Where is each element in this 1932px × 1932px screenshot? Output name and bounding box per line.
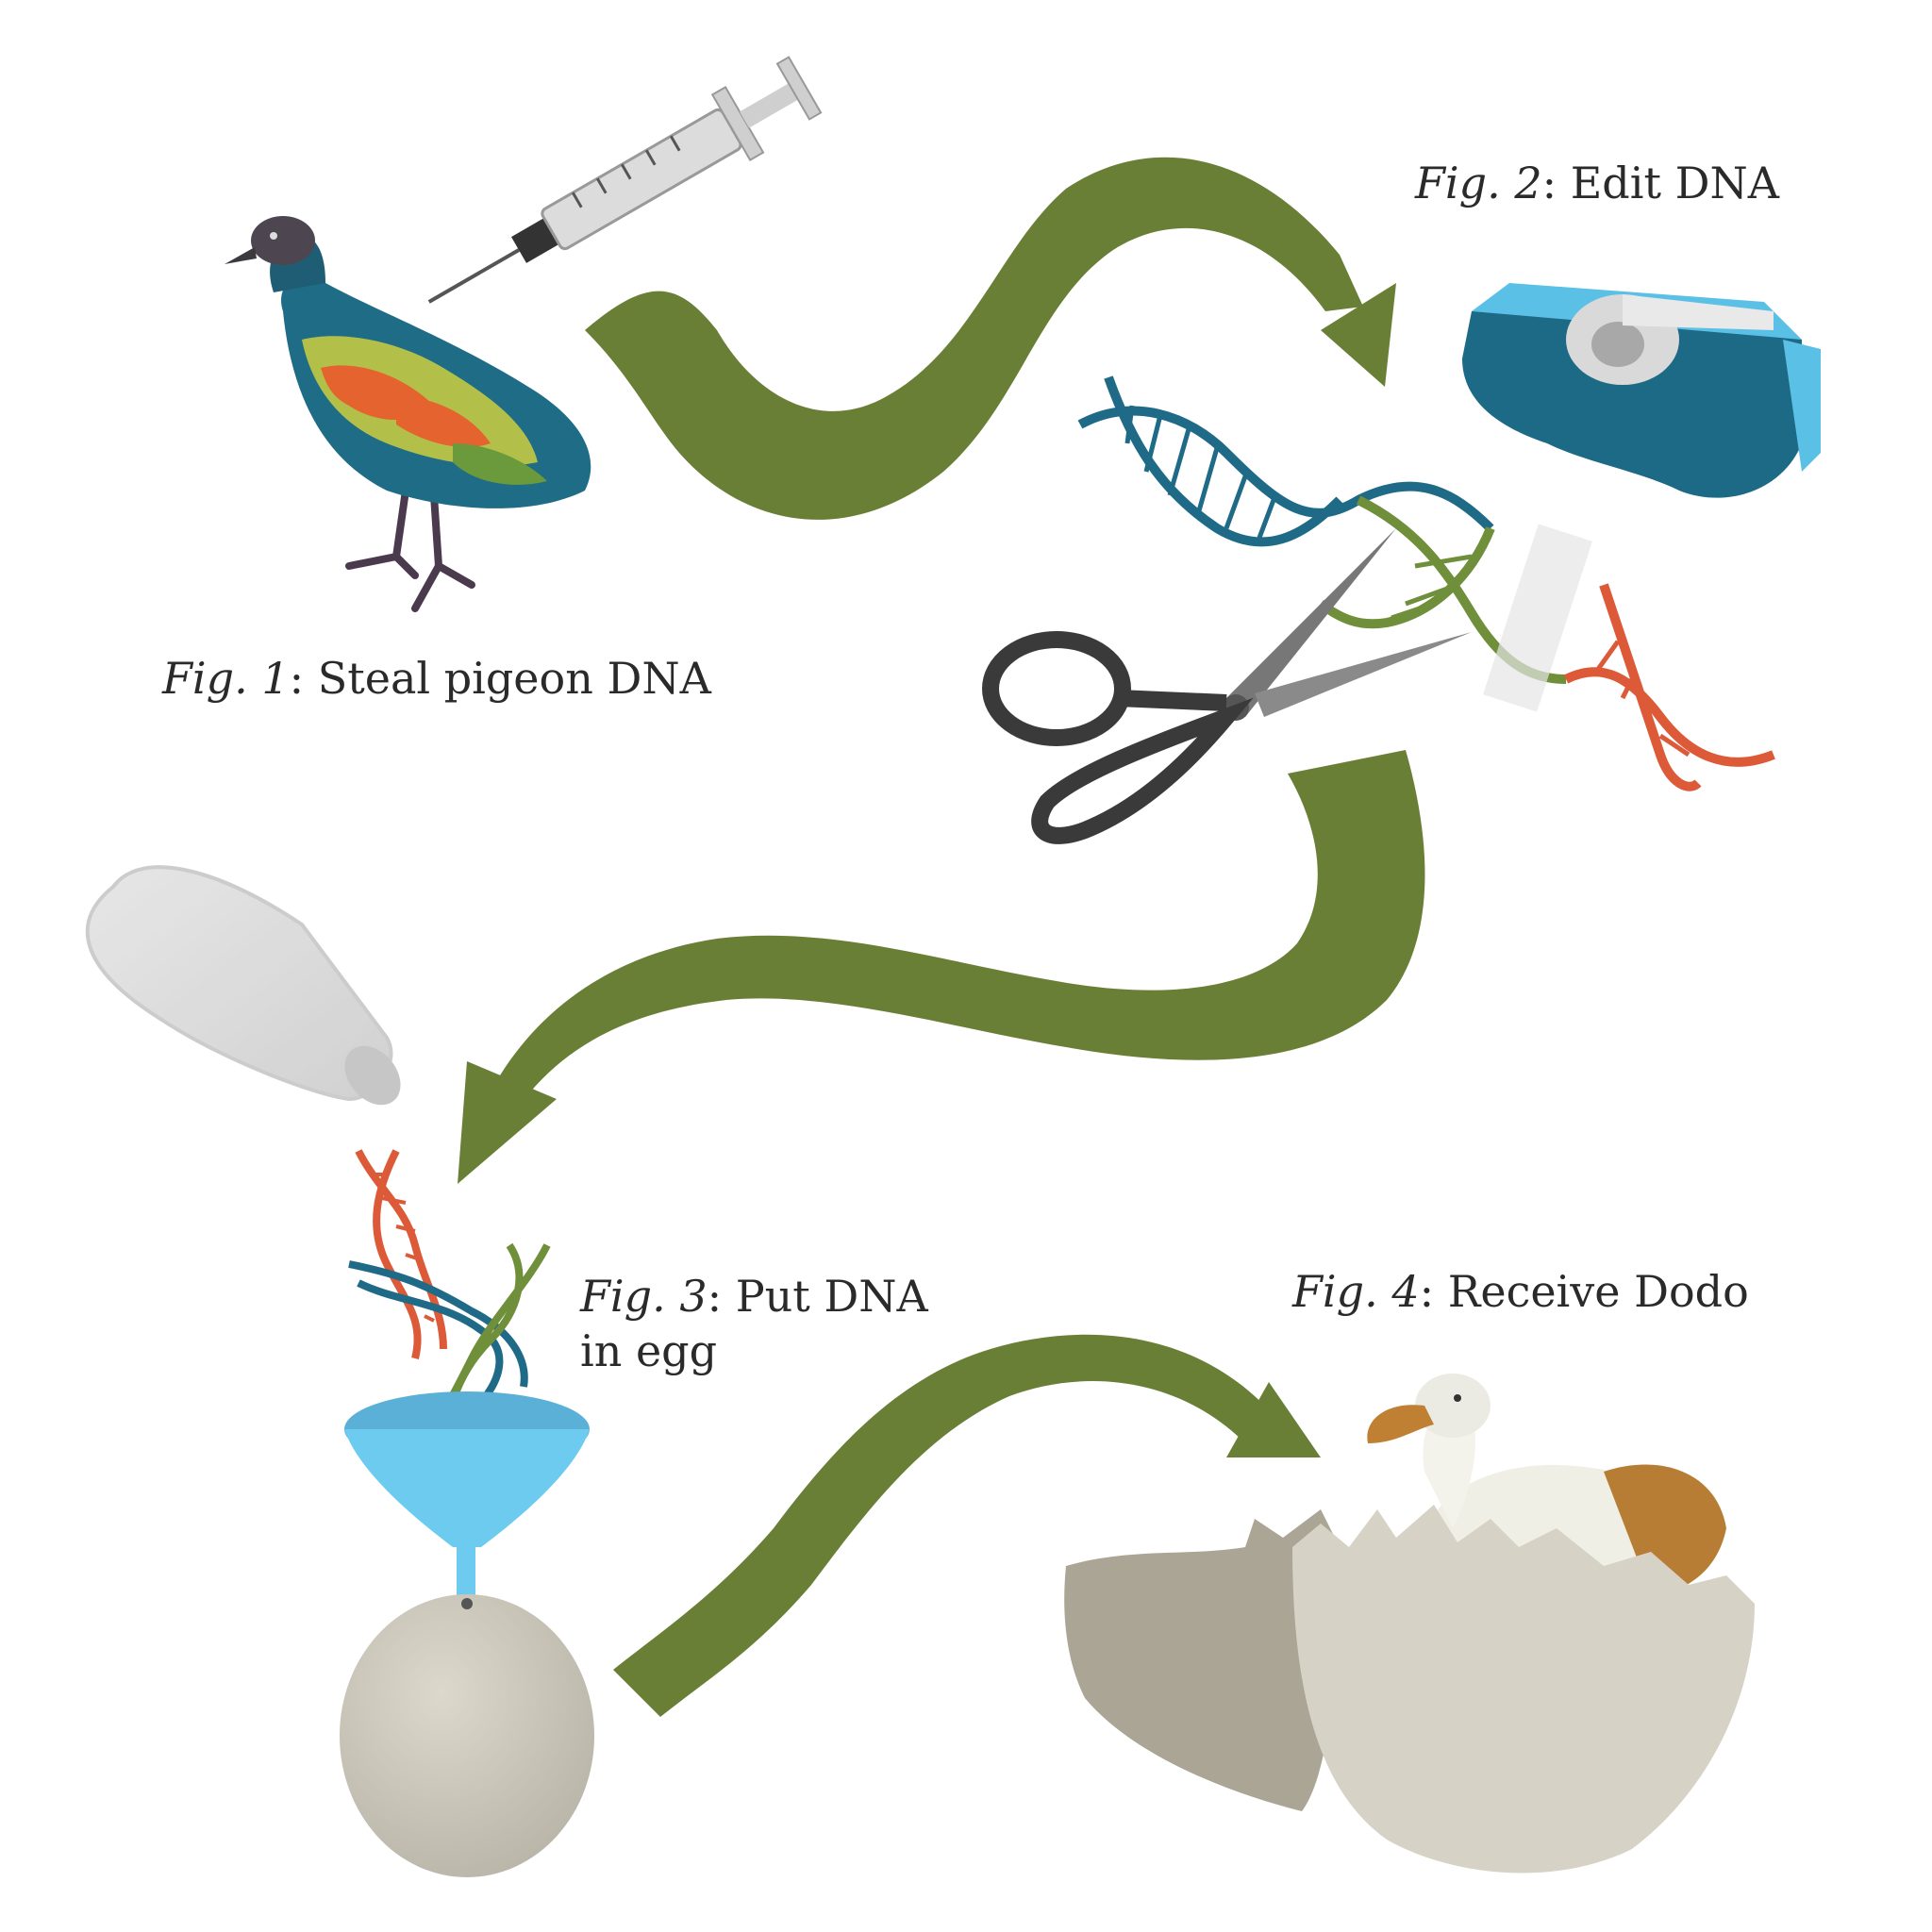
dna-double-helix-icon bbox=[1077, 375, 1775, 791]
fig-1-label: Fig. 1 bbox=[162, 653, 290, 704]
fig-3-text: Put DNA in egg bbox=[580, 1271, 928, 1376]
pigeon-illustration bbox=[225, 216, 591, 612]
caption-fig-2: Fig. 2: Edit DNA bbox=[1415, 158, 1779, 208]
funnel-icon bbox=[344, 1391, 590, 1604]
scissors-icon bbox=[982, 528, 1472, 844]
fig-4-text: Receive Dodo bbox=[1447, 1266, 1749, 1317]
caption-fig-4: Fig. 4: Receive Dodo bbox=[1292, 1266, 1749, 1317]
fig-2-label: Fig. 2 bbox=[1415, 158, 1542, 208]
syringe-icon bbox=[427, 56, 823, 304]
arrow-step3-to-step4 bbox=[613, 1334, 1321, 1717]
fig-4-label: Fig. 4 bbox=[1292, 1266, 1420, 1317]
tape-dispenser-icon bbox=[1462, 283, 1821, 498]
fig-3-label: Fig. 3 bbox=[580, 1271, 708, 1322]
caption-fig-3: Fig. 3: Put DNA in egg bbox=[580, 1271, 928, 1376]
egg-icon bbox=[340, 1594, 594, 1877]
flask-icon bbox=[85, 865, 401, 1106]
fig-1-text: Steal pigeon DNA bbox=[317, 653, 711, 704]
caption-fig-1: Fig. 1: Steal pigeon DNA bbox=[162, 653, 711, 704]
arrow-step1-to-step2 bbox=[585, 157, 1396, 520]
eggshell-back bbox=[1064, 1509, 1340, 1811]
arrow-step2-to-step3 bbox=[458, 750, 1425, 1184]
dna-strands-falling bbox=[348, 1149, 551, 1437]
eggshell-front bbox=[1292, 1505, 1755, 1874]
fig-2-text: Edit DNA bbox=[1570, 158, 1779, 208]
